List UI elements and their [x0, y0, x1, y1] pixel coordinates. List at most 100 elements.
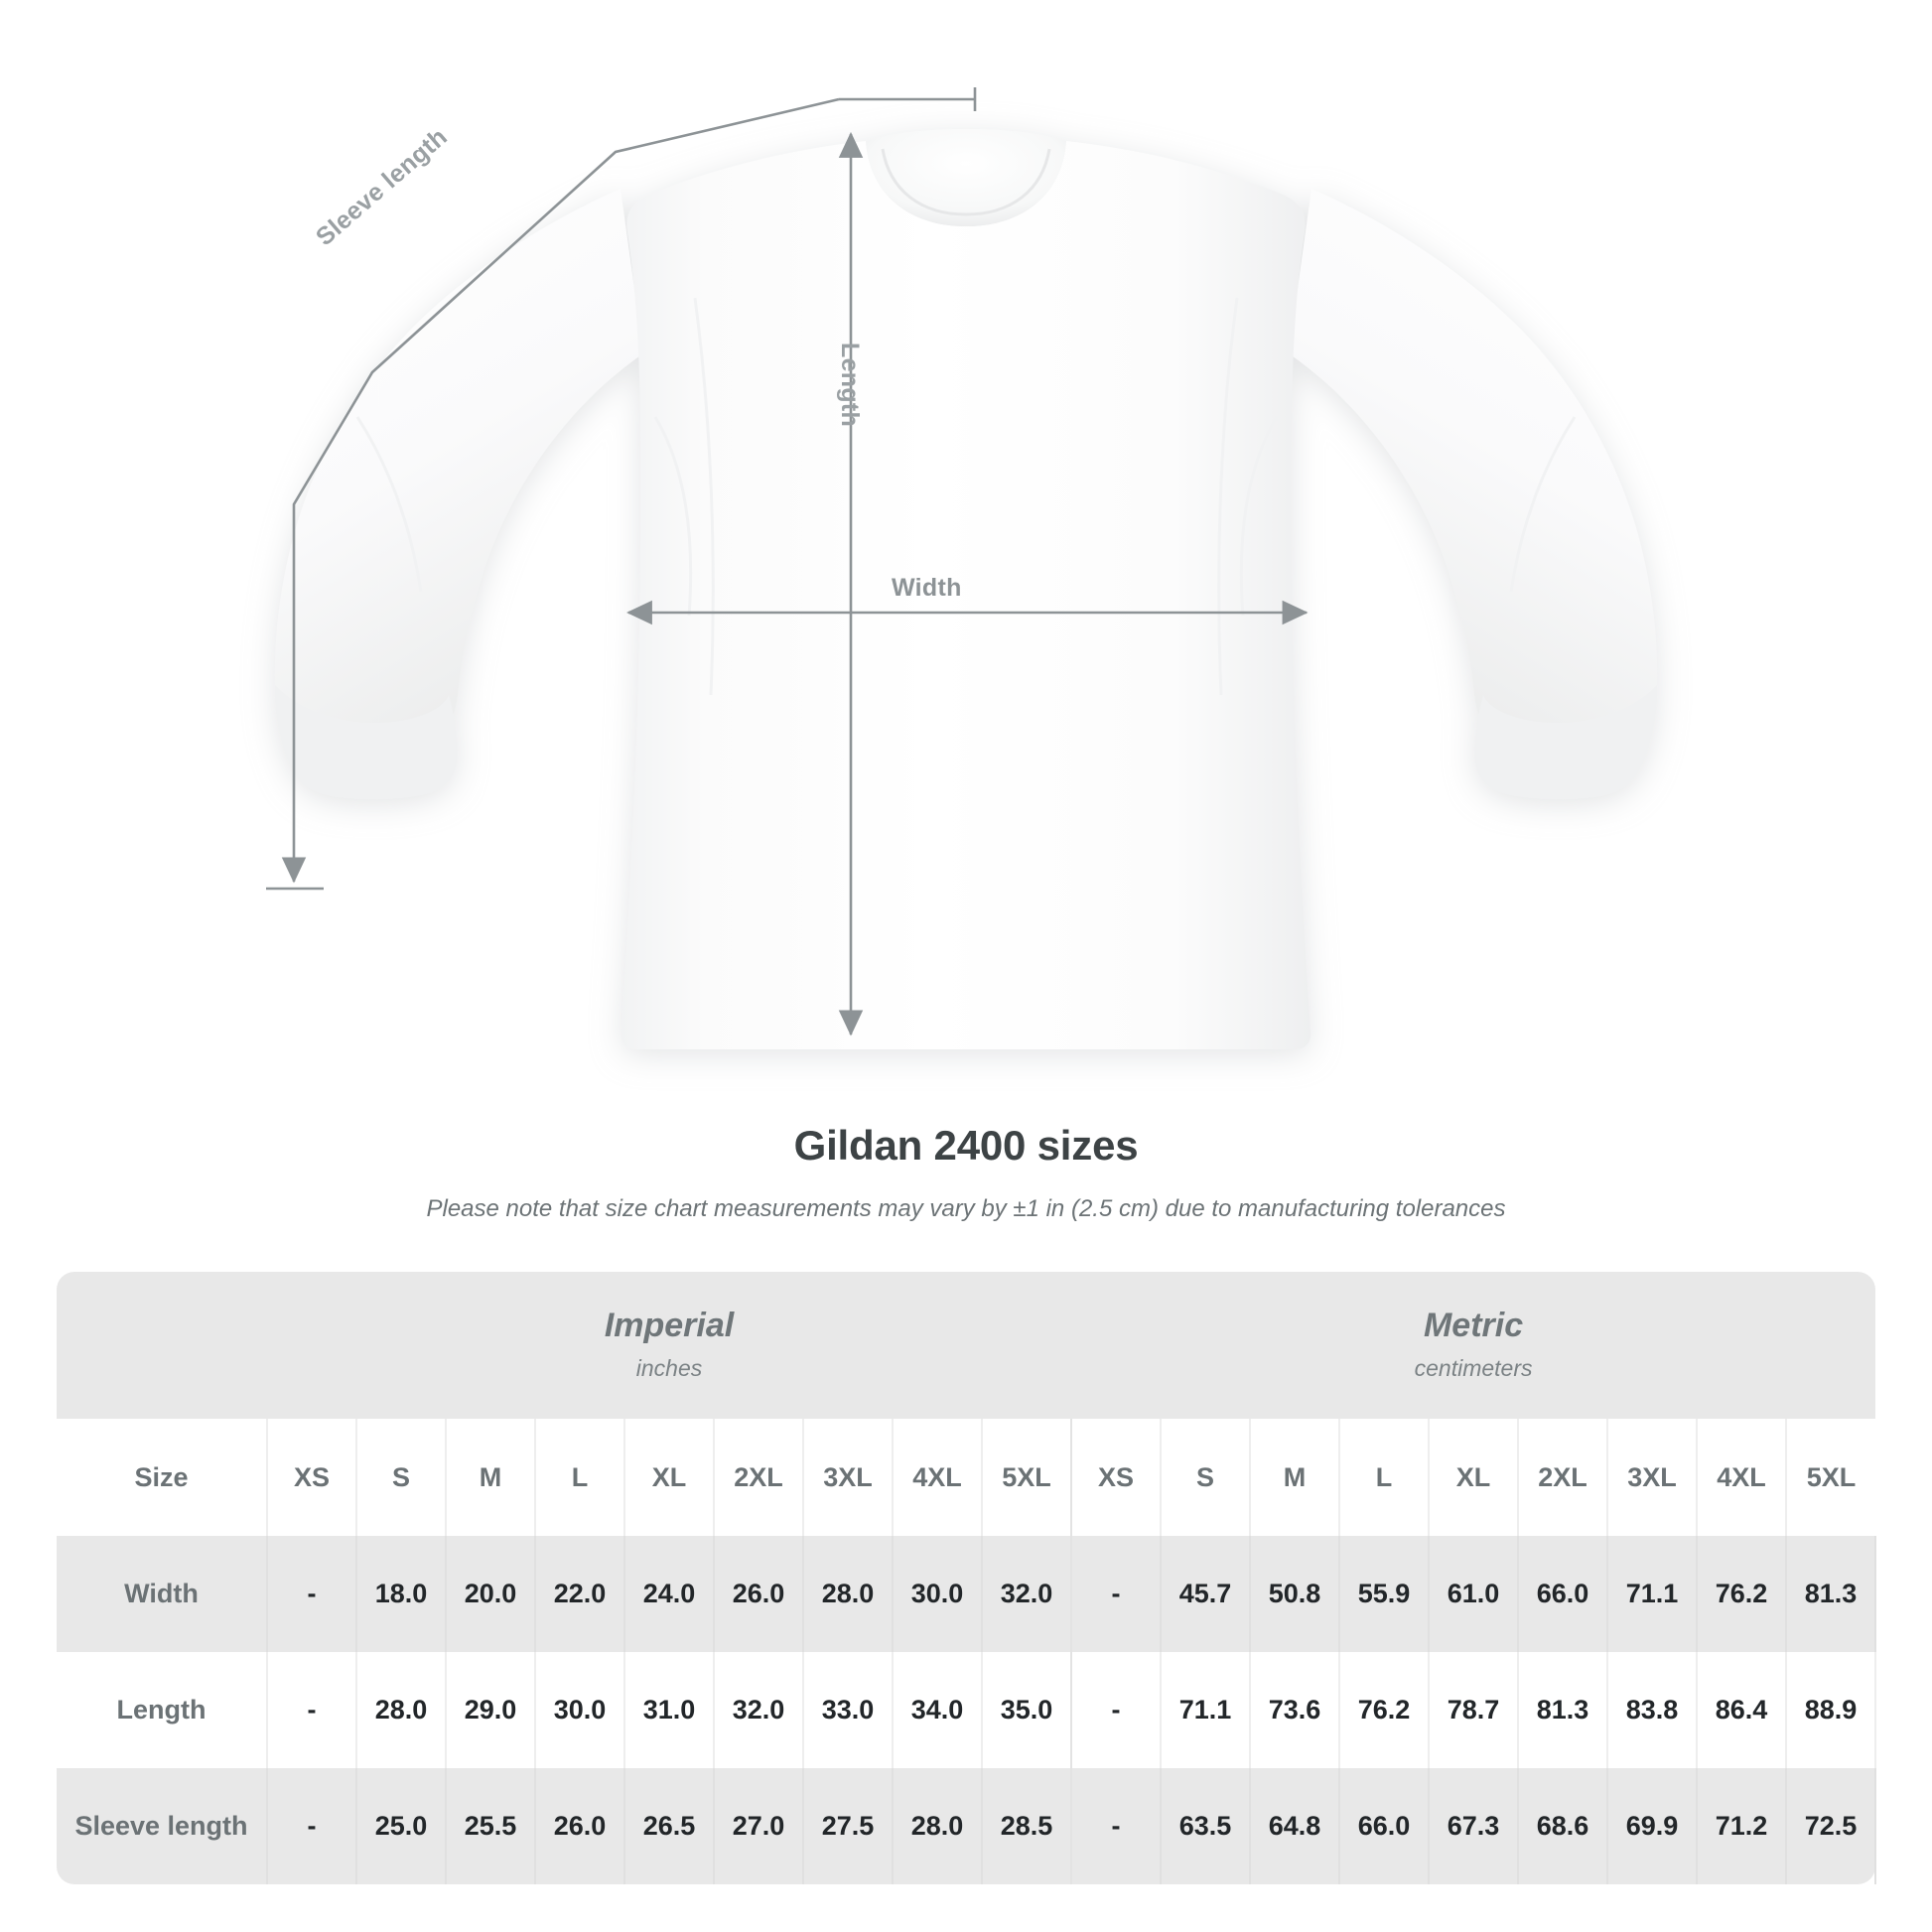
title-block: Gildan 2400 sizes Please note that size …	[0, 1122, 1932, 1223]
column-header-imperial-5xl: 5XL	[982, 1419, 1073, 1536]
cell-width-metric-5xl: 81.3	[1786, 1536, 1877, 1652]
size-chart-table-wrap: Imperial inches Metric centimeters Size XS S M L…	[57, 1272, 1877, 1884]
cell-sleeve-length-metric-3xl: 69.9	[1607, 1768, 1699, 1884]
cell-width-metric-xl: 61.0	[1429, 1536, 1520, 1652]
unit-group-subtitle: centimeters	[1414, 1355, 1533, 1382]
cell-sleeve-length-imperial-2xl: 27.0	[714, 1768, 804, 1884]
shirt-body-group	[274, 129, 1658, 1049]
cell-sleeve-length-imperial-4xl: 28.0	[893, 1768, 983, 1884]
cell-length-metric-5xl: 88.9	[1786, 1652, 1877, 1768]
cell-length-imperial-5xl: 35.0	[982, 1652, 1073, 1768]
left-sleeve	[274, 189, 643, 744]
cell-width-metric-3xl: 71.1	[1607, 1536, 1699, 1652]
unit-group-imperial: Imperial inches	[267, 1272, 1072, 1419]
unit-group-name: Imperial	[604, 1306, 735, 1344]
cell-sleeve-length-metric-xs: -	[1071, 1768, 1163, 1884]
cell-sleeve-length-imperial-xs: -	[267, 1768, 357, 1884]
cell-length-metric-s: 71.1	[1161, 1652, 1252, 1768]
garment-illustration: Sleeve length Length Width	[266, 87, 1658, 1049]
cell-sleeve-length-imperial-3xl: 27.5	[803, 1768, 894, 1884]
column-header-imperial-m: M	[446, 1419, 536, 1536]
cell-sleeve-length-imperial-xl: 26.5	[624, 1768, 715, 1884]
cell-sleeve-length-metric-2xl: 68.6	[1518, 1768, 1609, 1884]
sleeve-dimension-path	[281, 97, 840, 884]
collar-inner-line	[881, 148, 1051, 216]
cell-width-imperial-s: 18.0	[356, 1536, 447, 1652]
cell-sleeve-length-imperial-m: 25.5	[446, 1768, 536, 1884]
column-header-imperial-l: L	[535, 1419, 625, 1536]
cell-width-metric-s: 45.7	[1161, 1536, 1252, 1652]
cell-length-imperial-2xl: 32.0	[714, 1652, 804, 1768]
column-header-metric-2xl: 2XL	[1518, 1419, 1609, 1536]
tolerance-note: Please note that size chart measurements…	[426, 1195, 1506, 1222]
cell-sleeve-length-imperial-l: 26.0	[535, 1768, 625, 1884]
cell-width-imperial-m: 20.0	[446, 1536, 536, 1652]
row-header-length: Length	[57, 1652, 268, 1768]
cell-sleeve-length-metric-m: 64.8	[1250, 1768, 1341, 1884]
column-header-imperial-s: S	[356, 1419, 447, 1536]
column-header-metric-s: S	[1161, 1419, 1252, 1536]
table-row: Width -18.0 20.0 22.0 24.0 26.0 28.0 30.0 32.0-4…	[57, 1536, 1877, 1652]
column-header-metric-xs: XS	[1071, 1419, 1163, 1536]
cell-width-imperial-xl: 24.0	[624, 1536, 715, 1652]
cell-width-imperial-xs: -	[267, 1536, 357, 1652]
fabric-folds	[355, 297, 1577, 696]
column-header-metric-m: M	[1250, 1419, 1341, 1536]
cell-width-metric-l: 55.9	[1339, 1536, 1431, 1652]
cell-width-metric-m: 50.8	[1250, 1536, 1341, 1652]
cell-sleeve-length-metric-s: 63.5	[1161, 1768, 1252, 1884]
cell-length-imperial-4xl: 34.0	[893, 1652, 983, 1768]
cell-sleeve-length-metric-5xl: 72.5	[1786, 1768, 1877, 1884]
column-header-metric-3xl: 3XL	[1607, 1419, 1699, 1536]
shirt-diagram-svg	[266, 87, 1658, 1049]
size-chart-table: Imperial inches Metric centimeters Size XS S M L…	[57, 1272, 1877, 1884]
row-header-sleeve-length: Sleeve length	[57, 1768, 268, 1884]
shirt-torso	[621, 141, 1311, 1049]
cell-length-metric-xl: 78.7	[1429, 1652, 1520, 1768]
column-header-metric-5xl: 5XL	[1786, 1419, 1876, 1536]
column-header-size: Size	[57, 1419, 268, 1536]
column-header-imperial-4xl: 4XL	[893, 1419, 983, 1536]
cell-length-imperial-m: 29.0	[446, 1652, 536, 1768]
cell-length-metric-4xl: 86.4	[1697, 1652, 1788, 1768]
cell-length-metric-m: 73.6	[1250, 1652, 1341, 1768]
unit-group-subtitle: inches	[635, 1355, 703, 1382]
cell-length-imperial-xs: -	[267, 1652, 357, 1768]
unit-group-name: Metric	[1423, 1306, 1524, 1344]
cell-length-imperial-l: 30.0	[535, 1652, 625, 1768]
cell-sleeve-length-imperial-s: 25.0	[356, 1768, 447, 1884]
table-unit-header-row: Imperial inches Metric centimeters	[57, 1272, 1876, 1419]
dimension-lines	[266, 87, 1309, 1036]
cell-width-imperial-4xl: 30.0	[893, 1536, 983, 1652]
column-header-metric-xl: XL	[1429, 1419, 1520, 1536]
cell-sleeve-length-metric-xl: 67.3	[1429, 1768, 1520, 1884]
column-header-imperial-2xl: 2XL	[714, 1419, 804, 1536]
cell-sleeve-length-imperial-5xl: 28.5	[982, 1768, 1073, 1884]
column-header-imperial-3xl: 3XL	[803, 1419, 894, 1536]
cell-width-metric-4xl: 76.2	[1697, 1536, 1788, 1652]
cell-width-imperial-l: 22.0	[535, 1536, 625, 1652]
table-size-header-row: Size XS S M L XL 2XL 3XL 4XL 5XL XS S M L XL 2XL 3XL 4XL 5…	[57, 1419, 1876, 1536]
cell-length-imperial-xl: 31.0	[624, 1652, 715, 1768]
column-header-imperial-xl: XL	[624, 1419, 715, 1536]
cell-width-imperial-2xl: 26.0	[714, 1536, 804, 1652]
cell-width-metric-2xl: 66.0	[1518, 1536, 1609, 1652]
cell-width-imperial-3xl: 28.0	[803, 1536, 894, 1652]
cell-width-metric-xs: -	[1071, 1536, 1163, 1652]
cell-length-imperial-s: 28.0	[356, 1652, 447, 1768]
left-cuff	[274, 685, 459, 800]
right-sleeve	[1289, 189, 1658, 744]
table-row: Length -28.0 29.0 30.0 31.0 32.0 33.0 34.0 35.0-…	[57, 1652, 1877, 1768]
cell-sleeve-length-metric-l: 66.0	[1339, 1768, 1431, 1884]
right-cuff	[1473, 685, 1658, 800]
cell-length-imperial-3xl: 33.0	[803, 1652, 894, 1768]
width-dimension-label: Width	[892, 574, 962, 602]
page-title: Gildan 2400 sizes	[793, 1122, 1139, 1169]
column-header-metric-4xl: 4XL	[1697, 1419, 1788, 1536]
unit-row-spacer	[57, 1272, 267, 1419]
unit-group-metric: Metric centimeters	[1071, 1272, 1876, 1419]
cell-width-imperial-5xl: 32.0	[982, 1536, 1073, 1652]
length-dimension-label: Length	[836, 343, 864, 428]
cell-length-metric-3xl: 83.8	[1607, 1652, 1699, 1768]
column-header-imperial-xs: XS	[267, 1419, 357, 1536]
